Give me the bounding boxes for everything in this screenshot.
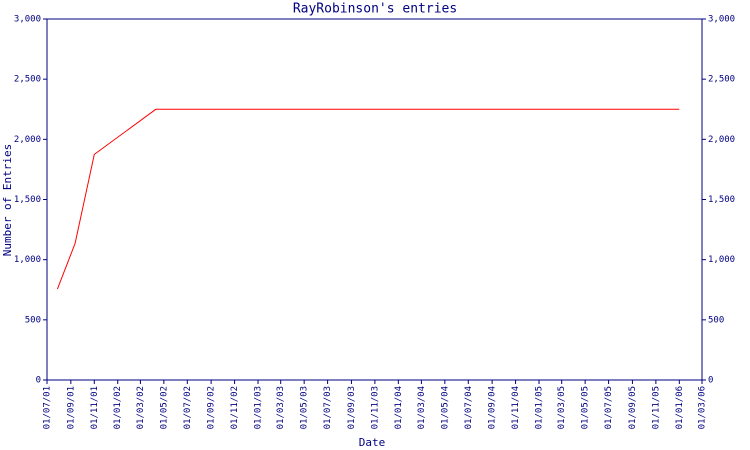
y2-tick-label: 2,500: [708, 75, 735, 85]
y2-tick-label: 1,000: [708, 255, 735, 265]
y2-tick-label: 2,000: [708, 135, 735, 145]
y2-tick-label: 500: [708, 315, 724, 325]
x-tick-label: 01/03/02: [136, 386, 146, 429]
x-tick-label: 01/01/05: [535, 386, 545, 429]
x-tick-label: 01/11/05: [651, 386, 661, 429]
x-tick-label: 01/03/06: [698, 386, 708, 429]
x-tick-label: 01/05/02: [159, 386, 169, 429]
y-tick-label: 1,000: [14, 255, 41, 265]
x-tick-label: 01/05/04: [440, 386, 450, 429]
x-tick-label: 01/07/01: [43, 386, 53, 429]
x-tick-label: 01/07/02: [183, 386, 193, 429]
x-tick-label: 01/01/03: [254, 386, 264, 429]
x-tick-label: 01/09/02: [207, 386, 217, 429]
x-tick-label: 01/09/01: [66, 386, 76, 429]
y-tick-label: 2,000: [14, 135, 41, 145]
x-tick-label: 01/09/05: [628, 386, 638, 429]
x-tick-label: 01/01/06: [675, 386, 685, 429]
x-tick-label: 01/07/03: [323, 386, 333, 429]
y2-tick-label: 3,000: [708, 15, 735, 25]
x-axis-title: Date: [359, 436, 386, 449]
x-tick-label: 01/05/03: [300, 386, 310, 429]
x-tick-label: 01/01/02: [113, 386, 123, 429]
x-tick-label: 01/11/01: [90, 386, 100, 429]
y2-tick-label: 1,500: [708, 195, 735, 205]
y-tick-label: 1,500: [14, 195, 41, 205]
x-tick-label: 01/09/04: [488, 386, 498, 429]
x-tick-label: 01/03/03: [276, 386, 286, 429]
x-tick-label: 01/11/04: [511, 386, 521, 429]
x-tick-label: 01/03/04: [417, 386, 427, 429]
plot-frame: [46, 18, 703, 381]
x-tick-label: 01/11/02: [230, 386, 240, 429]
x-tick-label: 01/09/03: [347, 386, 357, 429]
y-tick-label: 500: [25, 315, 41, 325]
x-tick-label: 01/01/04: [394, 386, 404, 429]
x-tick-label: 01/07/05: [604, 386, 614, 429]
x-tick-label: 01/03/05: [557, 386, 567, 429]
x-tick-label: 01/11/03: [370, 386, 380, 429]
y-axis-title: Number of Entries: [1, 144, 14, 257]
y-tick-label: 0: [36, 376, 41, 386]
y-tick-label: 2,500: [14, 75, 41, 85]
x-tick-label: 01/07/04: [464, 386, 474, 429]
chart-title: RayRobinson's entries: [293, 2, 457, 17]
data-line: [56, 108, 680, 290]
y2-tick-label: 0: [708, 376, 713, 386]
x-tick-label: 01/05/05: [581, 386, 591, 429]
y-tick-label: 3,000: [14, 15, 41, 25]
